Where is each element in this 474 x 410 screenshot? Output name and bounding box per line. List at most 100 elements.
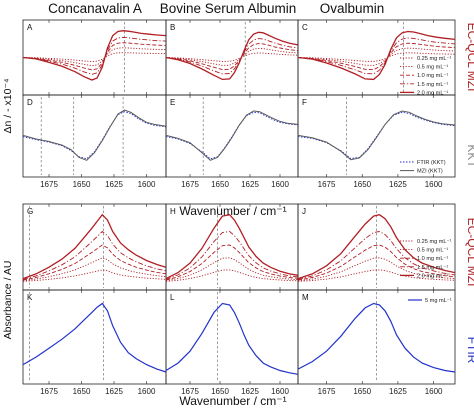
x-tick-label: 1675: [181, 180, 199, 189]
panel-F: F 1675 1650 1625 1600: [297, 94, 456, 189]
series-line-dotted: [165, 52, 299, 62]
x-tick-label: 1675: [40, 180, 58, 189]
panel-label: F: [302, 98, 307, 107]
y-axis-label-bottom: Absorbance / AU: [2, 261, 14, 340]
series-line-dotted: [165, 257, 299, 282]
ftir-absorbance-line: [297, 302, 456, 373]
panel-frame: [165, 94, 299, 178]
x-axis-label-bottom: Wavenumber / cm⁻¹: [179, 394, 286, 408]
series-line-dashdot: [165, 231, 299, 280]
series-line-solid: [297, 30, 456, 81]
y-axis-label-top: Δn / - x10⁻⁴: [2, 78, 14, 133]
series-line-solid: [22, 30, 167, 81]
panel-label: D: [27, 98, 33, 107]
series-line-dotted: [165, 47, 299, 66]
panel-frame: [22, 94, 167, 178]
legend-entry: 2.0 mg mL⁻¹: [417, 273, 448, 279]
series-line-solid: [297, 213, 456, 280]
x-tick-label: 1625: [389, 387, 407, 396]
series-line-dashed: [297, 244, 456, 281]
ftir-kkt-line: [22, 111, 167, 160]
x-tick-label: 1650: [73, 180, 91, 189]
panel-D: D 1675 1650 1625 1600: [22, 94, 167, 189]
column-title-ovalbumin: Ovalbumin: [320, 1, 385, 16]
row-label-ftir: FTIR: [465, 337, 474, 364]
x-tick-label: 1675: [40, 387, 58, 396]
row-label-kkt: KKT: [465, 144, 474, 168]
legend-entry: MZI (KKT): [417, 169, 443, 175]
legend-entry: 1.0 mg mL⁻¹: [417, 73, 448, 79]
column-title-concanavalin: Concanavalin A: [48, 1, 142, 16]
series-line-dashed: [297, 42, 456, 71]
legend-entry: 2.0 mg mL⁻¹: [417, 90, 448, 96]
legend-entry: 1.5 mg mL⁻¹: [417, 265, 448, 271]
series-line-solid: [165, 31, 299, 81]
legend-kkt: FTIR (KKT) MZI (KKT): [400, 160, 446, 175]
panel-label: A: [27, 23, 33, 32]
panel-frame: [297, 94, 456, 178]
legend-concentration-top: 0.25 mg mL⁻¹ 0.5 mg mL⁻¹ 1.0 mg mL⁻¹ 1.5 mg…: [400, 56, 451, 96]
x-tick-label: 1600: [271, 180, 289, 189]
x-tick-label: 1600: [425, 387, 443, 396]
panel-A: A: [22, 19, 167, 96]
legend-entry: 1.5 mg mL⁻¹: [417, 82, 448, 88]
ftir-kkt-line: [297, 111, 456, 159]
panel-frame: [22, 19, 167, 96]
x-axis-label-top: Wavenumber / cm⁻¹: [179, 204, 286, 218]
x-tick-label: 1625: [105, 387, 123, 396]
legend-entry: 0.25 mg mL⁻¹: [417, 56, 451, 62]
series-line-dotted: [297, 52, 456, 62]
mzi-kkt-line: [165, 110, 299, 161]
panel-label: J: [302, 207, 306, 216]
x-tick-label: 1650: [353, 387, 371, 396]
panel-C: C: [297, 19, 456, 96]
panel-label: L: [170, 293, 175, 302]
panel-M: M 1675 1650 1625 1600: [297, 289, 456, 396]
panel-K: K 1675 1650 1625 1600: [22, 289, 167, 396]
x-tick-label: 1625: [105, 180, 123, 189]
panel-label: K: [27, 293, 33, 302]
series-line-dashdot: [22, 230, 167, 280]
panel-label: E: [170, 98, 175, 107]
x-tick-label: 1650: [353, 180, 371, 189]
x-tick-label: 1600: [138, 387, 156, 396]
series-line-dashdot: [297, 37, 456, 75]
panel-frame: [22, 203, 167, 291]
panel-label: H: [170, 207, 176, 216]
x-tick-label: 1650: [73, 387, 91, 396]
panel-label: C: [302, 23, 308, 32]
row-label-bottom-mzi: EC-QCL MZI: [465, 218, 474, 287]
panel-E: E 1675 1650 1625 1600: [165, 94, 299, 189]
series-line-dashdot: [165, 38, 299, 75]
x-tick-label: 1675: [181, 387, 199, 396]
series-line-dotted: [297, 47, 456, 66]
ftir-absorbance-line: [22, 302, 167, 373]
legend-concentration-bottom: 0.25 mg mL⁻¹ 0.5 mg mL⁻¹ 1.0 mg mL⁻¹ 1.5 mg…: [400, 239, 451, 279]
panel-frame: [297, 289, 456, 385]
x-tick-label: 1650: [211, 180, 229, 189]
ftir-kkt-line: [165, 111, 299, 160]
legend-entry: 0.25 mg mL⁻¹: [417, 239, 451, 245]
series-line-dotted: [22, 269, 167, 282]
series-line-dashdot: [297, 231, 456, 280]
series-line-dashed: [22, 42, 167, 71]
x-tick-label: 1625: [241, 387, 259, 396]
panel-B: B: [165, 19, 299, 96]
row-label-top-mzi: EC-QCL MZI: [465, 23, 474, 92]
series-line-dashdot: [22, 36, 167, 75]
x-tick-label: 1650: [211, 387, 229, 396]
panel-frame: [22, 289, 167, 385]
ftir-absorbance-line: [165, 302, 299, 375]
x-tick-label: 1600: [425, 180, 443, 189]
legend-entry: 0.5 mg mL⁻¹: [417, 65, 448, 71]
series-line-solid: [165, 213, 299, 280]
series-line-dotted: [22, 257, 167, 282]
panel-label: M: [302, 293, 309, 302]
series-line-dotted: [297, 269, 456, 282]
legend-ftir: 5 mg mL⁻¹: [408, 298, 452, 304]
x-tick-label: 1600: [138, 180, 156, 189]
column-title-bsa: Bovine Serum Albumin: [160, 1, 297, 16]
x-tick-label: 1675: [318, 387, 336, 396]
x-tick-label: 1675: [318, 180, 336, 189]
